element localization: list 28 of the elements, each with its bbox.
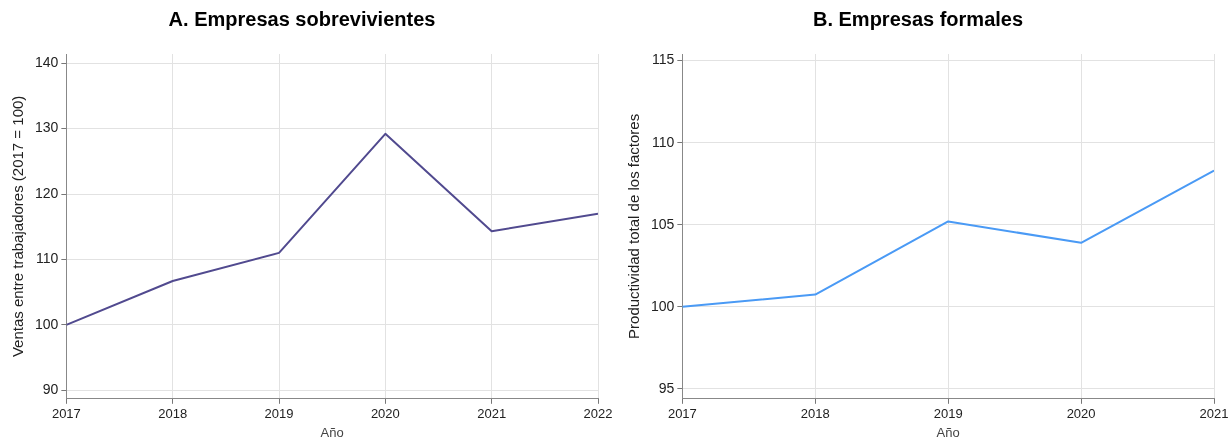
x-tick-label: 2022 xyxy=(583,406,613,422)
y-tick-label: 120 xyxy=(35,184,59,201)
y-tick-label: 140 xyxy=(35,54,59,71)
y-tick-label: 110 xyxy=(36,250,59,267)
x-tick-label: 2017 xyxy=(667,406,697,422)
x-tick-label: 2019 xyxy=(264,406,294,422)
y-tick-label: 115 xyxy=(652,51,675,68)
y-axis-title: Ventas entre trabajadores (2017 = 100) xyxy=(9,95,27,358)
x-tick-label: 2018 xyxy=(800,406,830,422)
x-axis-title: Año xyxy=(936,424,960,440)
x-axis-title: Año xyxy=(320,424,344,440)
y-tick-label: 130 xyxy=(35,119,59,136)
x-tick-label: 2021 xyxy=(477,406,507,422)
x-tick-label: 2020 xyxy=(1066,406,1096,422)
y-tick-label: 90 xyxy=(42,381,59,398)
x-tick-label: 2019 xyxy=(933,406,963,422)
chart-title: A. Empresas sobrevivientes xyxy=(168,7,436,30)
chart-title: B. Empresas formales xyxy=(812,7,1024,30)
x-tick-label: 2017 xyxy=(51,406,81,422)
y-tick-label: 95 xyxy=(658,379,675,396)
x-tick-label: 2020 xyxy=(370,406,400,422)
y-tick-label: 105 xyxy=(651,215,675,232)
y-tick-label: 110 xyxy=(652,133,675,150)
x-tick-label: 2018 xyxy=(158,406,188,422)
y-tick-label: 100 xyxy=(35,315,59,332)
y-axis-title: Productividad total de los factores xyxy=(625,113,643,339)
x-tick-label: 2021 xyxy=(1199,406,1229,422)
y-tick-label: 100 xyxy=(651,297,675,314)
